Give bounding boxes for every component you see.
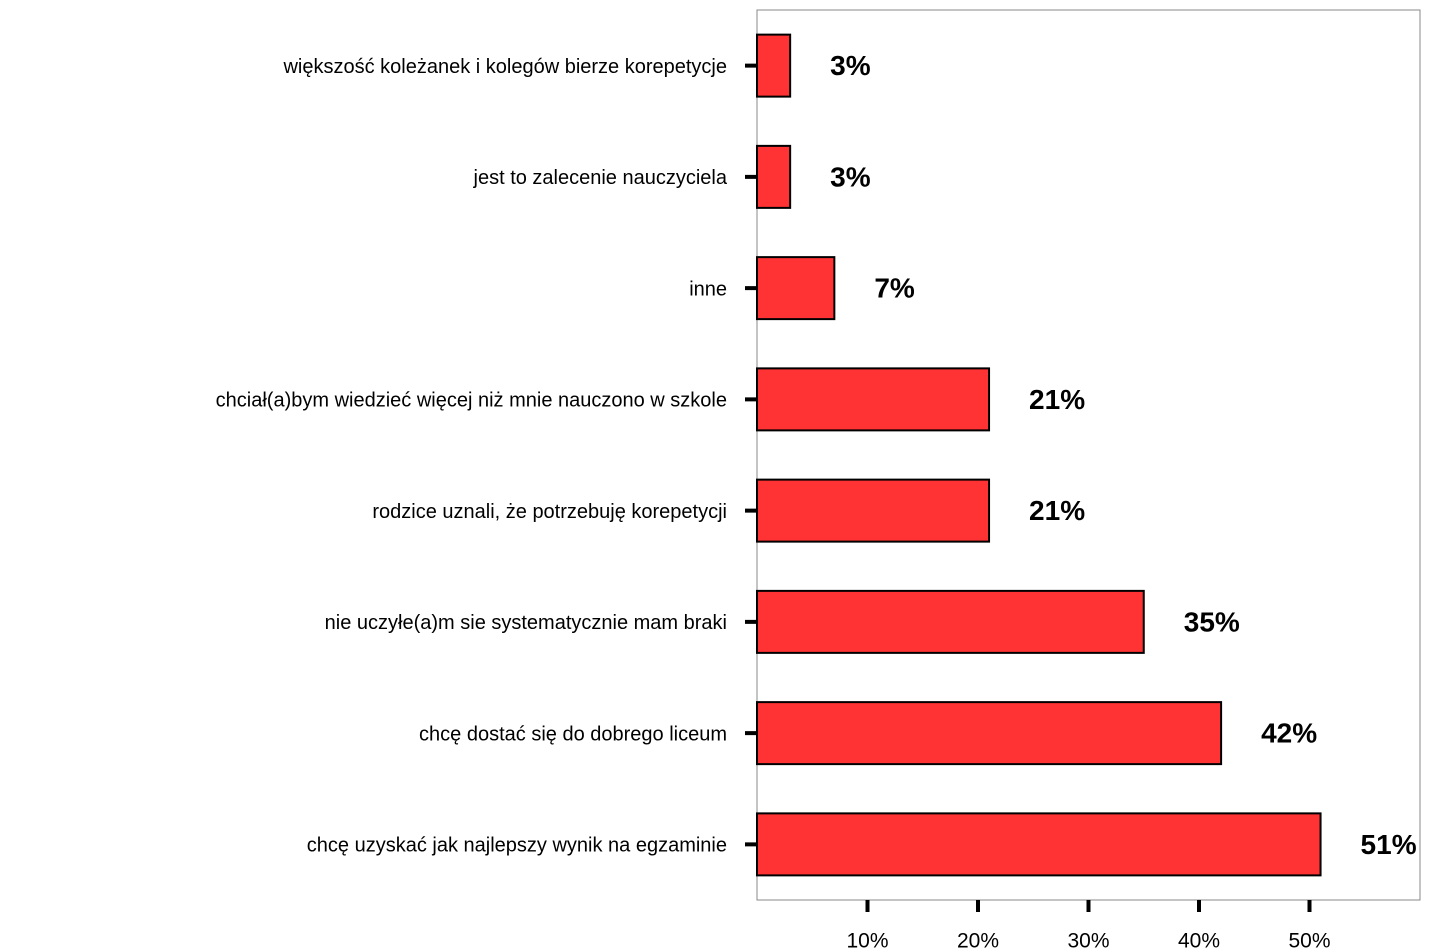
y-tick-label: chcę uzyskać jak najlepszy wynik na egza…: [307, 835, 727, 857]
bar: [756, 256, 836, 321]
value-label: 7%: [874, 273, 915, 304]
y-tick-label: większość koleżanek i kolegów bierze kor…: [282, 56, 727, 78]
value-label: 51%: [1361, 829, 1417, 860]
x-tick-label: 50%: [1288, 930, 1330, 952]
bar: [756, 144, 792, 209]
y-tick-label: inne: [689, 278, 727, 300]
value-label: 42%: [1261, 718, 1317, 749]
plot-frame: [756, 9, 1421, 901]
x-tick-label: 40%: [1178, 930, 1220, 952]
value-label: 3%: [830, 50, 871, 81]
x-tick-label: 30%: [1067, 930, 1109, 952]
bar: [756, 589, 1145, 654]
y-tick-label: chcę dostać się do dobrego liceum: [419, 723, 727, 745]
bar: [756, 478, 991, 543]
x-tick-label: 20%: [957, 930, 999, 952]
y-tick-label: chciał(a)bym wiedzieć więcej niż mnie na…: [216, 390, 727, 412]
value-label: 21%: [1029, 495, 1085, 526]
value-label: 21%: [1029, 384, 1085, 415]
bar: [756, 33, 792, 98]
bar: [756, 812, 1322, 877]
y-tick-label: nie uczyłe(a)m sie systematycznie mam br…: [325, 612, 727, 634]
bar: [756, 367, 991, 432]
value-label: 3%: [830, 161, 871, 192]
bar: [756, 701, 1223, 766]
y-tick-label: rodzice uznali, że potrzebuję korepetycj…: [372, 501, 727, 523]
value-label: 35%: [1184, 606, 1240, 637]
x-tick-label: 10%: [846, 930, 888, 952]
y-tick-label: jest to zalecenie nauczyciela: [473, 167, 728, 189]
